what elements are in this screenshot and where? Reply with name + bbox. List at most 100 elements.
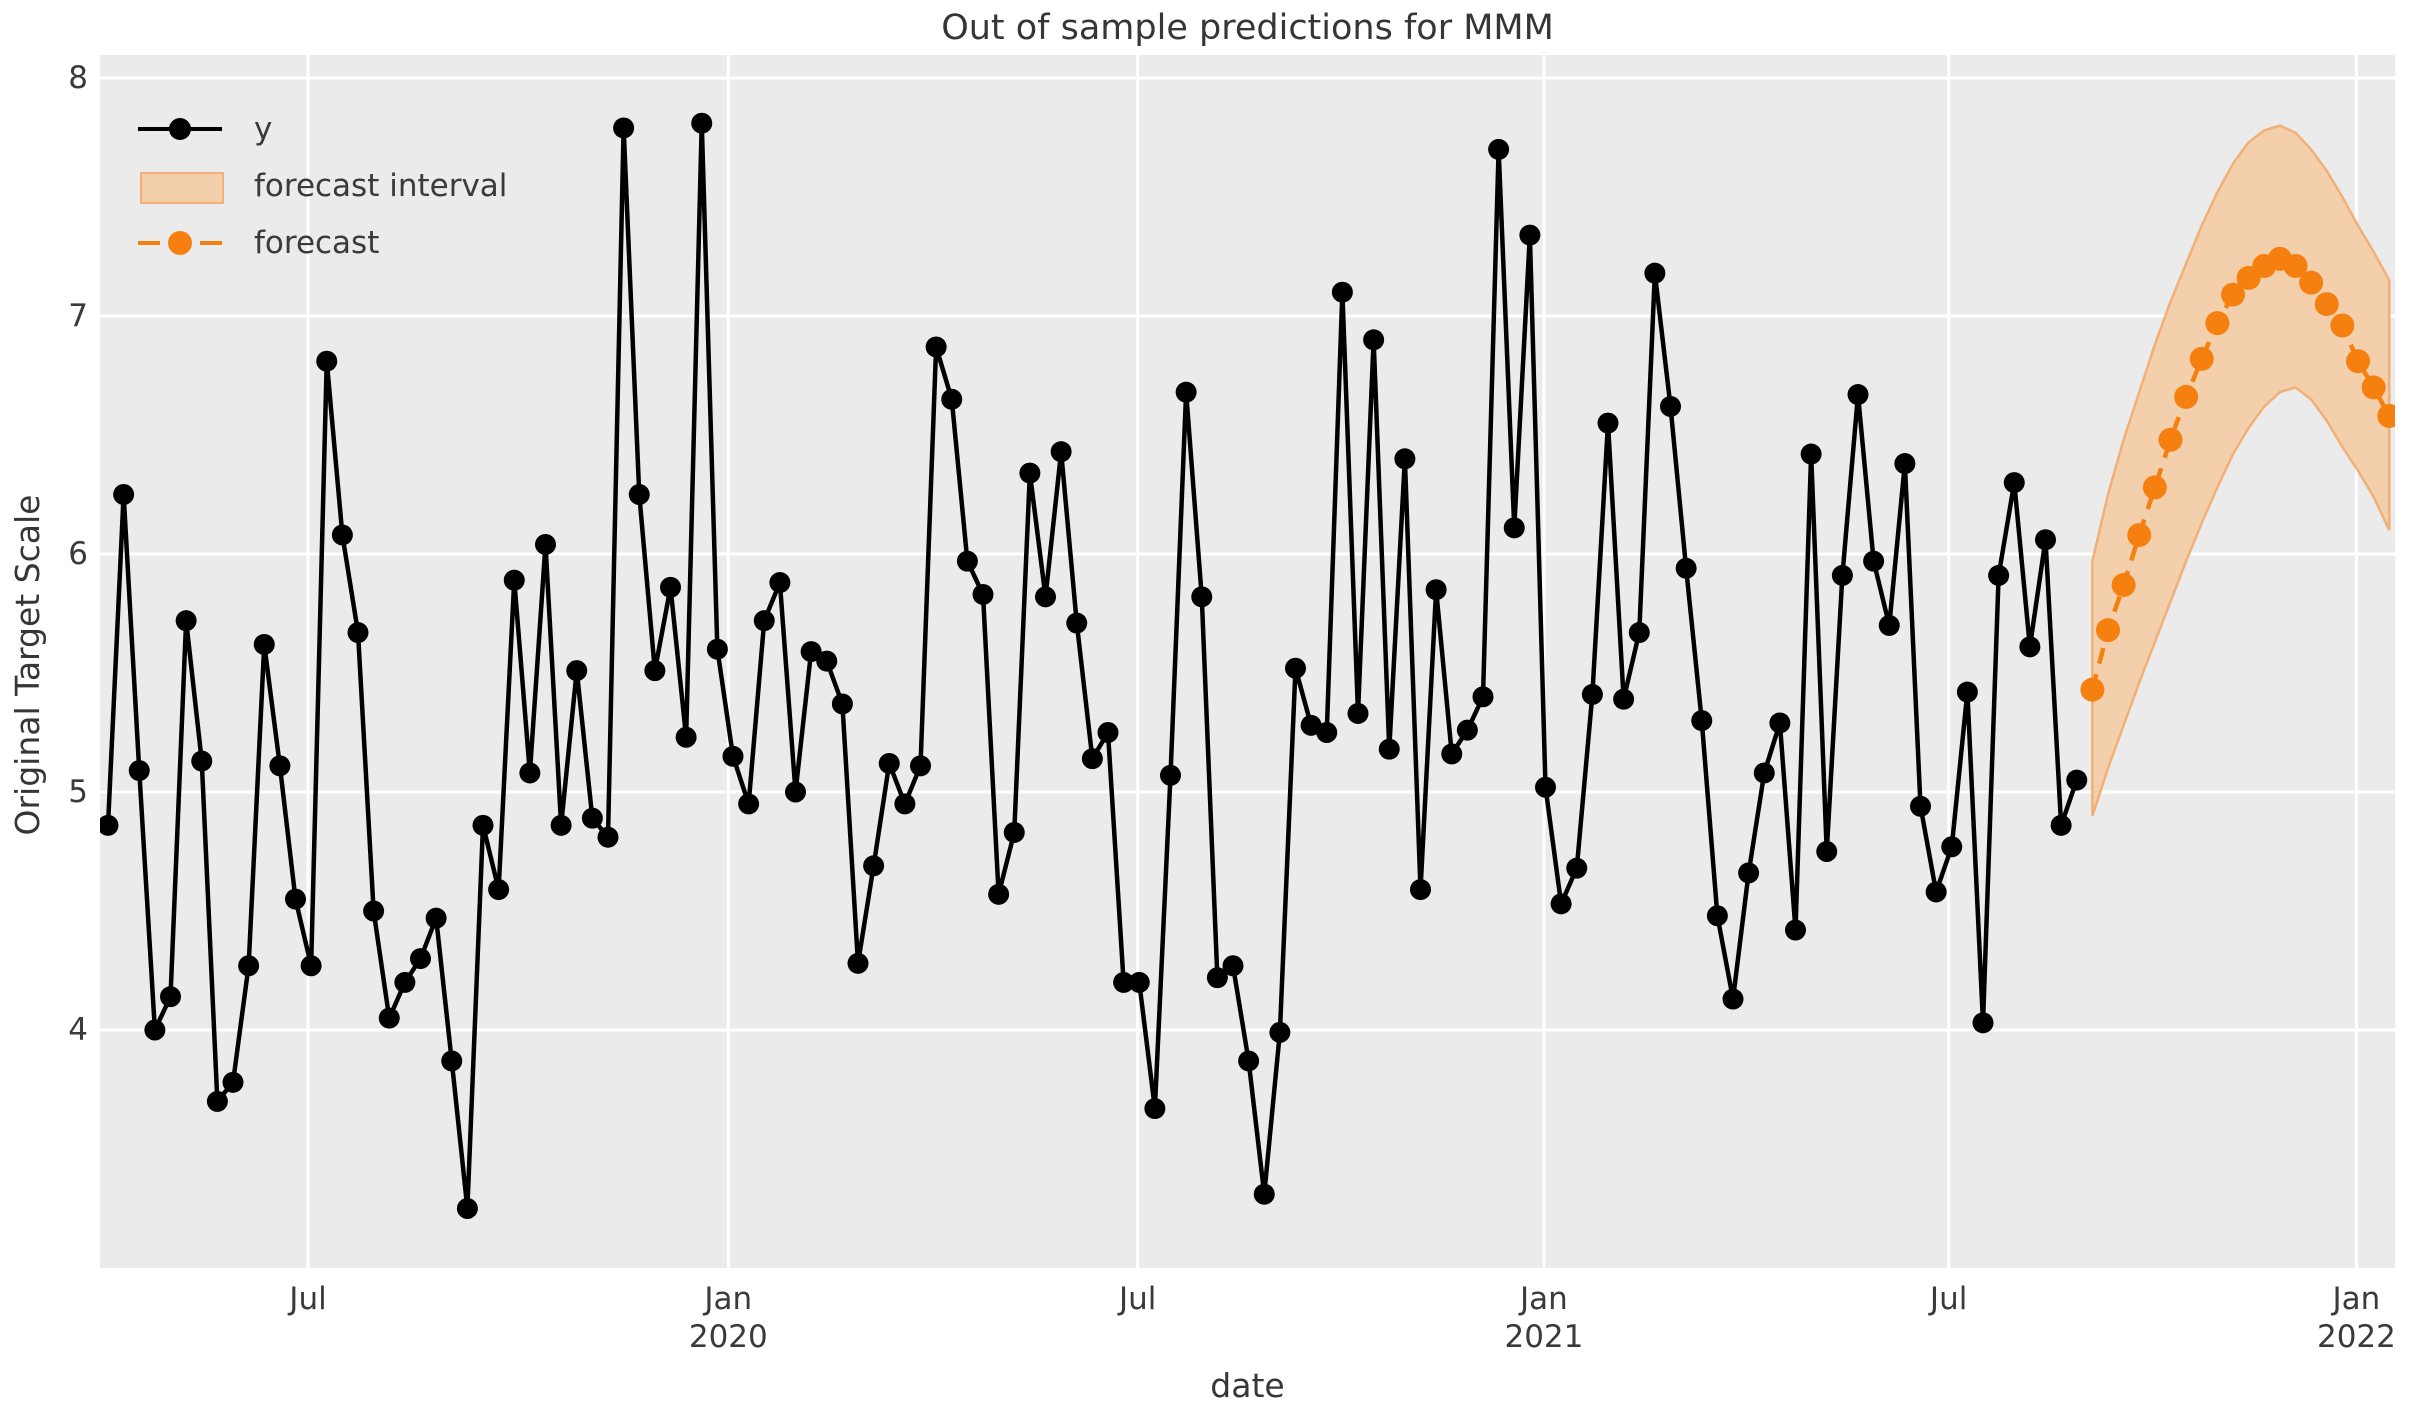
y-data-point: [1644, 262, 1666, 284]
y-data-point: [1191, 586, 1213, 608]
forecast-interval-band: [2091, 124, 2391, 817]
y-data-point: [425, 907, 447, 929]
y-data-point: [285, 888, 306, 910]
y-data-point: [1425, 579, 1447, 601]
y-data-point: [1113, 971, 1135, 993]
chart-title: Out of sample predictions for MMM: [941, 8, 1554, 48]
forecast-data-point: [2205, 311, 2230, 336]
y-data-point: [1941, 836, 1963, 858]
y-data-point: [1894, 453, 1916, 475]
y-data-point: [1441, 743, 1463, 765]
legend-label-forecast: forecast: [254, 224, 380, 261]
forecast-data-point: [2221, 282, 2245, 307]
legend-item-forecast: forecast: [138, 214, 507, 271]
y-data-point: [1956, 681, 1978, 703]
y-data-point: [394, 971, 416, 993]
y-data-point: [1816, 841, 1838, 862]
legend: y forecast interval forecast: [138, 100, 507, 271]
y-tick-label-5: 5: [68, 774, 88, 810]
y-data-point: [238, 955, 260, 977]
y-data-point: [253, 633, 275, 655]
y-data-point: [1410, 879, 1431, 901]
forecast-dashed-marker-icon: [138, 228, 222, 258]
y-data-point: [1331, 281, 1353, 303]
y-data-point: [894, 793, 916, 815]
legend-item-y: y: [138, 100, 507, 157]
y-data-point: [1378, 738, 1400, 760]
y-data-point: [613, 117, 635, 139]
y-data-point: [1066, 612, 1088, 634]
y-data-point: [2066, 769, 2088, 791]
x-axis-label: date: [1210, 1366, 1285, 1405]
y-data-point: [1581, 683, 1603, 705]
y-data-point: [222, 1071, 244, 1093]
y-data-point: [706, 638, 728, 660]
y-data-point: [1206, 967, 1228, 989]
y-data-point: [1238, 1050, 1260, 1072]
y-data-point: [410, 948, 431, 970]
y-data-point: [847, 952, 869, 974]
y-data-point: [1222, 955, 1244, 977]
forecast-data-point: [2283, 254, 2308, 279]
forecast-data-point: [2299, 270, 2324, 295]
y-data-point: [1597, 412, 1619, 434]
y-data-point: [988, 883, 1010, 905]
y-data-point: [1035, 586, 1056, 608]
y-data-point: [1456, 719, 1478, 741]
y-data-point: [1285, 657, 1306, 679]
y-data-point: [519, 762, 541, 784]
forecast-data-point: [2361, 375, 2386, 400]
y-data-point: [1722, 988, 1744, 1010]
y-data-point: [1175, 381, 1197, 403]
y-data-point: [1128, 971, 1150, 993]
y-data-point: [1988, 564, 2010, 586]
y-data-point: [2050, 814, 2072, 836]
y-data-point: [1706, 905, 1728, 927]
y-data-point: [925, 336, 947, 358]
y-data-point: [1831, 564, 1853, 586]
y-data-point: [1769, 712, 1791, 734]
y-data-point: [1550, 893, 1572, 915]
y-data-point: [441, 1050, 463, 1072]
forecast-data-point: [2158, 427, 2183, 452]
x-tick-label-Jul: Jul: [1929, 1281, 1968, 1317]
forecast-interval-patch-icon: [138, 171, 224, 204]
y-data-point: [144, 1019, 166, 1041]
y-data-point: [1863, 550, 1885, 572]
x-tick-label-Jul: Jul: [1118, 1281, 1157, 1317]
y-data-point: [472, 814, 494, 836]
y-data-point: [1347, 702, 1369, 724]
y-data-point: [644, 660, 666, 682]
y-line-marker-icon: [138, 114, 222, 144]
x-tick-label-Jul: Jul: [289, 1281, 327, 1317]
y-data-point: [363, 900, 385, 922]
forecast-data-point: [2080, 677, 2105, 702]
y-data-point: [1472, 686, 1494, 708]
y-data-point: [1925, 881, 1947, 903]
y-data-point: [581, 807, 603, 829]
y-data-point: [2003, 472, 2025, 494]
y-data-point: [1847, 384, 1869, 406]
y-data-point: [800, 641, 822, 663]
y-data-point: [128, 760, 150, 782]
forecast-data-point: [2142, 475, 2167, 500]
y-data-point: [738, 793, 760, 815]
y-data-point: [1738, 862, 1760, 884]
forecast-data-point: [2127, 522, 2152, 547]
forecast-data-point: [2174, 384, 2199, 409]
y-data-point: [488, 879, 510, 901]
y-data-point: [1519, 224, 1541, 246]
y-data-point: [956, 550, 978, 572]
y-data-point: [206, 1090, 228, 1112]
x-tick-label-Jan2020: Jan 2020: [688, 1281, 768, 1355]
y-data-point: [2035, 529, 2056, 551]
y-data-point: [1535, 776, 1556, 798]
y-data-point: [1691, 710, 1713, 732]
y-data-point: [753, 610, 775, 632]
y-data-point: [769, 572, 791, 594]
y-data-point: [1363, 329, 1385, 351]
y-data-point: [269, 755, 291, 777]
y-data-point: [378, 1007, 400, 1029]
y-data-point: [1019, 462, 1041, 484]
